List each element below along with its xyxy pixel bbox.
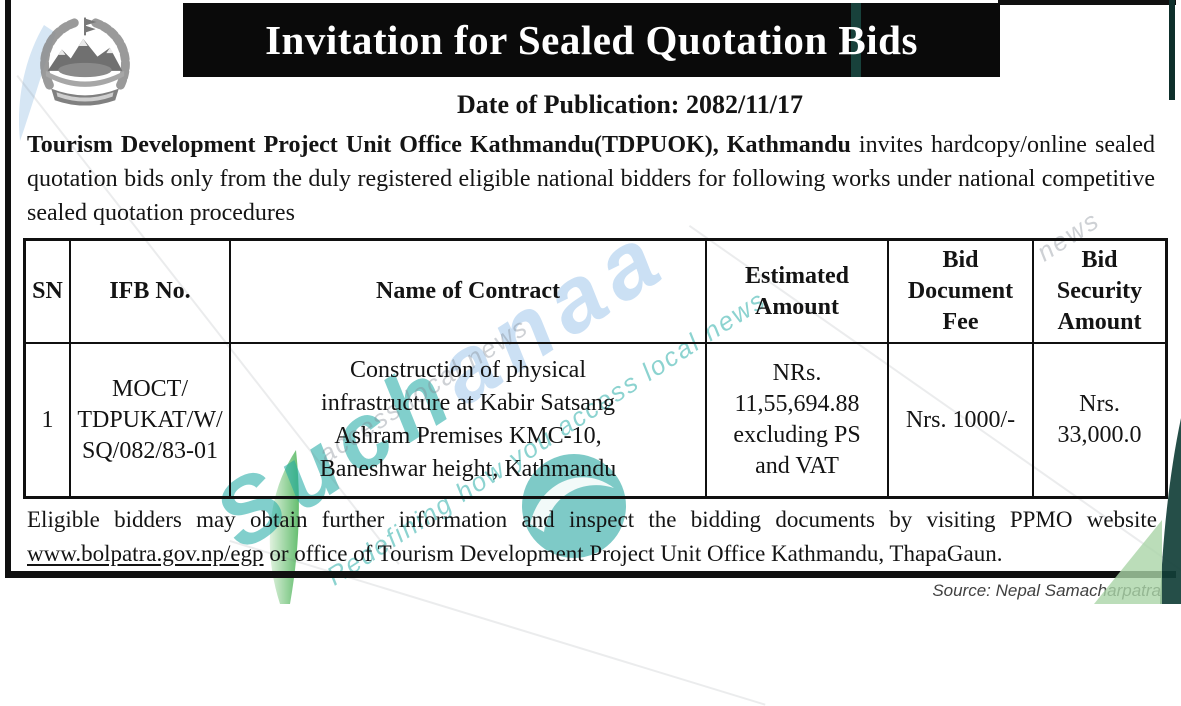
cell-bid-document-fee: Nrs. 1000/- — [889, 344, 1034, 496]
col-header-bid-document-fee: Bid Document Fee — [889, 241, 1034, 344]
green-leaf-swoosh-icon — [269, 450, 299, 604]
publication-date: Date of Publication: 2082/11/17 — [457, 90, 803, 119]
nepal-government-emblem-logo — [40, 17, 130, 106]
cell-ifb-no: MOCT/ TDPUKAT/W/ SQ/082/83-01 — [71, 344, 231, 496]
col-header-sn: SN — [26, 241, 71, 344]
col-header-name-of-contract: Name of Contract — [231, 241, 707, 344]
col-header-ifb-no: IFB No. — [71, 241, 231, 344]
bottom-right-leaf-blade-icon — [1160, 418, 1181, 604]
left-border-rule — [5, 0, 11, 578]
notice-title: Invitation for Sealed Quotation Bids — [265, 17, 918, 63]
bottom-border-rule — [5, 571, 1176, 578]
intro-bold-text: Tourism Development Project Unit Office … — [27, 132, 851, 158]
col-header-estimated-amount: Estimated Amount — [707, 241, 889, 344]
cell-contract-name: Construction of physical infrastructure … — [231, 344, 707, 496]
intro-paragraph: Tourism Development Project Unit Office … — [27, 128, 1155, 230]
footer-text-after-link: or office of Tourism Development Project… — [263, 540, 1003, 566]
col-header-bid-security-amount: Bid Security Amount — [1034, 241, 1165, 344]
title-bar: Invitation for Sealed Quotation Bids — [183, 3, 1000, 77]
cell-sn: 1 — [26, 344, 71, 496]
footer-text-before-link: Eligible bidders may obtain further info… — [27, 507, 1157, 532]
top-border-rule — [998, 0, 1176, 5]
suchanaa-logo-icon — [522, 454, 626, 558]
watermark-streak — [851, 3, 861, 77]
intro-regular-text: invites hardcopy/online sealed quotation… — [27, 132, 1155, 226]
bolpatra-url-link[interactable]: www.bolpatra.gov.np/egp — [27, 540, 264, 566]
footer-paragraph: Eligible bidders may obtain further info… — [27, 503, 1157, 570]
right-border-rule — [1169, 0, 1175, 100]
newspaper-notice-clipping: { "notice": { "title": "Invitation for S… — [5, 0, 1181, 706]
bids-table: SN IFB No. Name of Contract Estimated Am… — [23, 238, 1168, 499]
cell-bid-security-amount: Nrs. 33,000.0 — [1057, 391, 1142, 448]
cell-estimated-amount: NRs. 11,55,694.88 excluding PS and VAT — [707, 344, 889, 496]
